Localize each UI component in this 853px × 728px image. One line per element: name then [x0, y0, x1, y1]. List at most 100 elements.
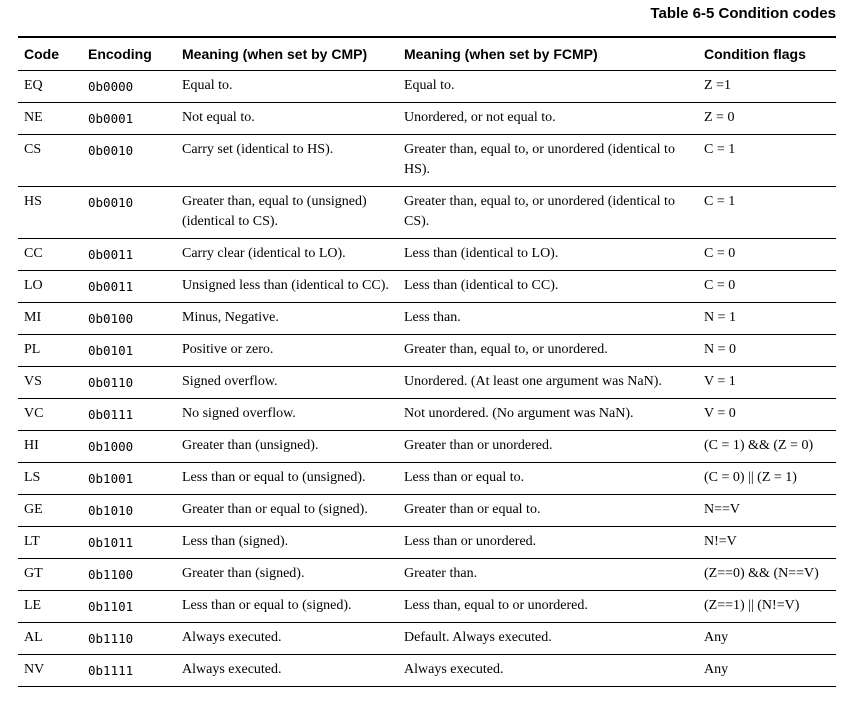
cell-code: LS [18, 462, 82, 495]
cell-fcmp-meaning: Less than, equal to or unordered. [398, 590, 698, 623]
cell-fcmp-meaning: Unordered, or not equal to. [398, 102, 698, 135]
table-row: LT 0b1011 Less than (signed). Less than or … [18, 526, 836, 559]
cell-cmp-meaning: Greater than, equal to (unsigned) (ident… [176, 186, 398, 239]
column-header-cmp-meaning: Meaning (when set by CMP) [176, 37, 398, 71]
cell-code: PL [18, 334, 82, 367]
cell-condition-flags: Z = 0 [698, 102, 836, 135]
cell-cmp-meaning: Positive or zero. [176, 334, 398, 367]
cell-encoding: 0b0011 [82, 238, 176, 271]
cell-condition-flags: N = 0 [698, 334, 836, 367]
cell-code: LE [18, 590, 82, 623]
cell-cmp-meaning: Greater than or equal to (signed). [176, 494, 398, 527]
table-row: NV 0b1111 Always executed. Always executed.… [18, 654, 836, 687]
cell-fcmp-meaning: Greater than or unordered. [398, 430, 698, 463]
cell-condition-flags: C = 0 [698, 270, 836, 303]
table-row: CS 0b0010 Carry set (identical to HS). Grea… [18, 134, 836, 187]
column-header-code: Code [18, 37, 82, 71]
cell-cmp-meaning: No signed overflow. [176, 398, 398, 431]
cell-condition-flags: N!=V [698, 526, 836, 559]
column-header-fcmp-meaning: Meaning (when set by FCMP) [398, 37, 698, 71]
cell-code: EQ [18, 70, 82, 103]
cell-condition-flags: C = 1 [698, 186, 836, 239]
cell-fcmp-meaning: Equal to. [398, 70, 698, 103]
cell-encoding: 0b1001 [82, 462, 176, 495]
cell-code: NV [18, 654, 82, 687]
cell-encoding: 0b1111 [82, 654, 176, 687]
table-row: GE 0b1010 Greater than or equal to (signed… [18, 494, 836, 527]
cell-condition-flags: (C = 0) || (Z = 1) [698, 462, 836, 495]
table-row: AL 0b1110 Always executed. Default. Always … [18, 622, 836, 655]
cell-encoding: 0b1110 [82, 622, 176, 655]
cell-condition-flags: V = 1 [698, 366, 836, 399]
cell-cmp-meaning: Greater than (signed). [176, 558, 398, 591]
cell-fcmp-meaning: Less than (identical to LO). [398, 238, 698, 271]
cell-encoding: 0b0011 [82, 270, 176, 303]
table-row: HI 0b1000 Greater than (unsigned). Greater … [18, 430, 836, 463]
cell-encoding: 0b1000 [82, 430, 176, 463]
cell-cmp-meaning: Carry set (identical to HS). [176, 134, 398, 187]
table-row: LE 0b1101 Less than or equal to (signed). L… [18, 590, 836, 623]
table-row: PL 0b0101 Positive or zero. Greater than, e… [18, 334, 836, 367]
cell-cmp-meaning: Less than or equal to (unsigned). [176, 462, 398, 495]
cell-code: CC [18, 238, 82, 271]
cell-condition-flags: (Z==0) && (N==V) [698, 558, 836, 591]
column-header-condition-flags: Condition flags [698, 37, 836, 71]
cell-fcmp-meaning: Greater than, equal to, or unordered (id… [398, 186, 698, 239]
cell-condition-flags: (Z==1) || (N!=V) [698, 590, 836, 623]
cell-fcmp-meaning: Less than or unordered. [398, 526, 698, 559]
cell-encoding: 0b0001 [82, 102, 176, 135]
cell-cmp-meaning: Carry clear (identical to LO). [176, 238, 398, 271]
table-row: VS 0b0110 Signed overflow. Unordered. (At l… [18, 366, 836, 399]
cell-code: CS [18, 134, 82, 187]
table-caption: Table 6-5 Condition codes [650, 5, 836, 22]
cell-cmp-meaning: Greater than (unsigned). [176, 430, 398, 463]
table-row: MI 0b0100 Minus, Negative. Less than. N = 1 [18, 302, 836, 335]
cell-cmp-meaning: Minus, Negative. [176, 302, 398, 335]
cell-code: GT [18, 558, 82, 591]
cell-condition-flags: N = 1 [698, 302, 836, 335]
cell-condition-flags: (C = 1) && (Z = 0) [698, 430, 836, 463]
cell-condition-flags: V = 0 [698, 398, 836, 431]
table-row: NE 0b0001 Not equal to. Unordered, or not e… [18, 102, 836, 135]
cell-fcmp-meaning: Less than. [398, 302, 698, 335]
cell-code: GE [18, 494, 82, 527]
cell-code: NE [18, 102, 82, 135]
cell-fcmp-meaning: Always executed. [398, 654, 698, 687]
cell-fcmp-meaning: Less than (identical to CC). [398, 270, 698, 303]
cell-code: MI [18, 302, 82, 335]
cell-condition-flags: Any [698, 654, 836, 687]
cell-cmp-meaning: Unsigned less than (identical to CC). [176, 270, 398, 303]
cell-fcmp-meaning: Greater than, equal to, or unordered (id… [398, 134, 698, 187]
table-row: VC 0b0111 No signed overflow. Not unordered… [18, 398, 836, 431]
cell-fcmp-meaning: Greater than or equal to. [398, 494, 698, 527]
cell-code: LO [18, 270, 82, 303]
table-row: HS 0b0010 Greater than, equal to (unsigned… [18, 186, 836, 239]
cell-fcmp-meaning: Greater than, equal to, or unordered. [398, 334, 698, 367]
cell-encoding: 0b0101 [82, 334, 176, 367]
cell-condition-flags: N==V [698, 494, 836, 527]
cell-condition-flags: C = 0 [698, 238, 836, 271]
cell-condition-flags: Z =1 [698, 70, 836, 103]
cell-cmp-meaning: Always executed. [176, 622, 398, 655]
table-header-row: Code Encoding Meaning (when set by CMP) Mea… [18, 37, 836, 71]
column-header-encoding: Encoding [82, 37, 176, 71]
cell-code: AL [18, 622, 82, 655]
cell-encoding: 0b0110 [82, 366, 176, 399]
cell-fcmp-meaning: Less than or equal to. [398, 462, 698, 495]
cell-condition-flags: C = 1 [698, 134, 836, 187]
cell-fcmp-meaning: Default. Always executed. [398, 622, 698, 655]
condition-codes-table: Code Encoding Meaning (when set by CMP) Mea… [18, 36, 836, 687]
cell-encoding: 0b0000 [82, 70, 176, 103]
cell-encoding: 0b1010 [82, 494, 176, 527]
cell-fcmp-meaning: Greater than. [398, 558, 698, 591]
cell-cmp-meaning: Signed overflow. [176, 366, 398, 399]
cell-encoding: 0b1100 [82, 558, 176, 591]
cell-fcmp-meaning: Not unordered. (No argument was NaN). [398, 398, 698, 431]
cell-cmp-meaning: Equal to. [176, 70, 398, 103]
cell-code: HS [18, 186, 82, 239]
cell-encoding: 0b1101 [82, 590, 176, 623]
table-row: EQ 0b0000 Equal to. Equal to. Z =1 [18, 70, 836, 103]
cell-cmp-meaning: Not equal to. [176, 102, 398, 135]
cell-code: HI [18, 430, 82, 463]
cell-encoding: 0b0111 [82, 398, 176, 431]
